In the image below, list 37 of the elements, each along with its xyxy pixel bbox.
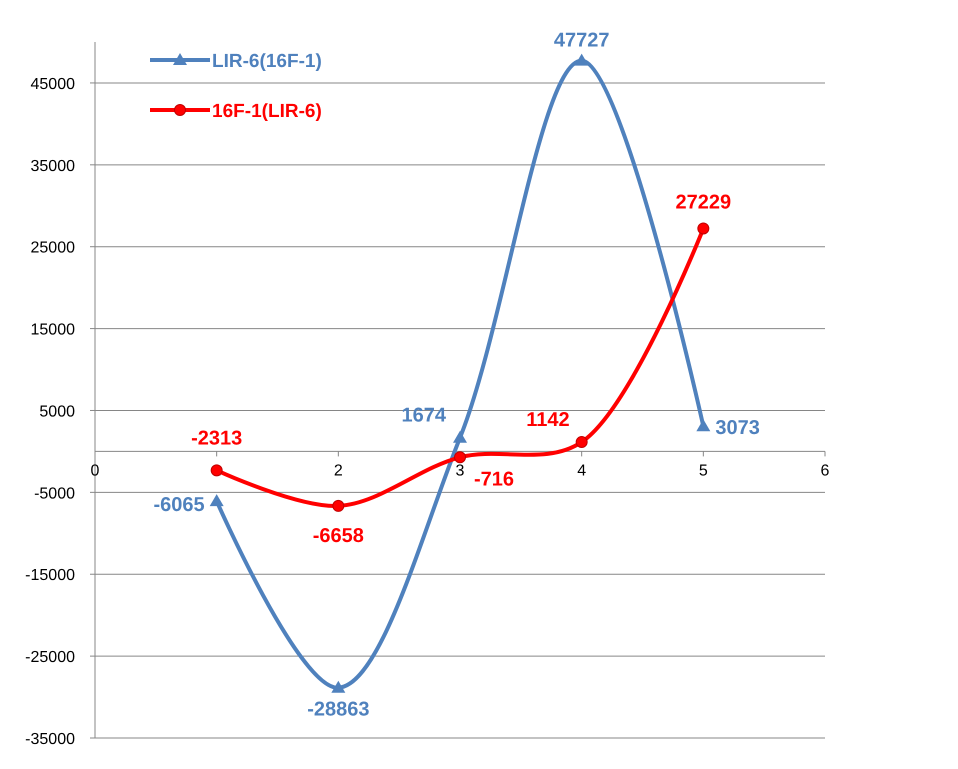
y-tick-label: 15000 <box>30 322 76 339</box>
y-tick-label: 35000 <box>30 158 76 175</box>
y-tick-label: -5000 <box>34 485 76 502</box>
point <box>453 430 467 443</box>
data-label: -6065 <box>154 494 205 516</box>
point <box>697 222 710 234</box>
point <box>332 500 344 512</box>
x-tick-label: 6 <box>820 462 830 480</box>
data-label: -716 <box>474 468 514 490</box>
legend-label: LIR-6(16F-1) <box>212 51 322 72</box>
point <box>696 419 710 432</box>
data-label: 1142 <box>526 409 570 432</box>
x-tick-label: 4 <box>577 462 586 480</box>
x-tick-label: 2 <box>334 462 343 480</box>
point <box>331 680 346 693</box>
y-tick-label: -25000 <box>25 649 76 666</box>
data-label: 3073 <box>715 417 760 440</box>
y-tick-label: 5000 <box>39 403 76 420</box>
data-label: 1674 <box>402 404 447 427</box>
data-label: 47727 <box>554 30 610 52</box>
y-tick-label: -35000 <box>25 731 76 748</box>
data-label: -2313 <box>191 427 242 450</box>
point <box>454 451 466 464</box>
data-label: -6658 <box>312 524 364 547</box>
point <box>210 494 224 506</box>
y-tick-label: 25000 <box>30 240 76 257</box>
y-tick-label: -15000 <box>25 567 76 584</box>
point <box>574 54 589 66</box>
data-label: 27229 <box>676 191 732 214</box>
data-label: -28863 <box>307 698 370 721</box>
x-tick-label: 5 <box>698 462 708 480</box>
x-tick-label: 3 <box>456 462 465 480</box>
y-tick-label: 45000 <box>30 76 76 93</box>
point <box>210 464 223 476</box>
point <box>576 436 588 448</box>
legend-label: 16F-1(LIR-6) <box>212 101 322 122</box>
x-tick-label: 0 <box>90 462 100 480</box>
